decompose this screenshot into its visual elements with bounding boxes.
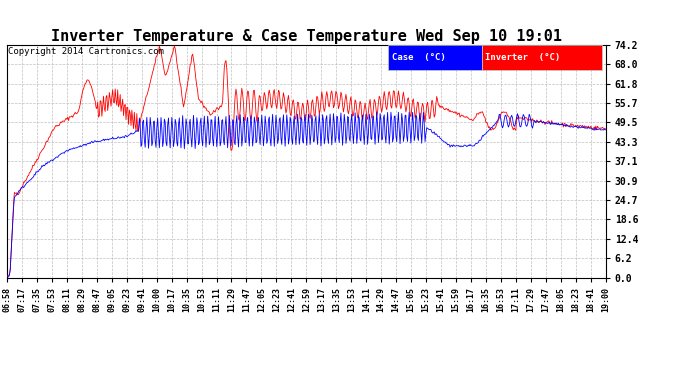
Title: Inverter Temperature & Case Temperature Wed Sep 10 19:01: Inverter Temperature & Case Temperature … (51, 29, 562, 44)
Text: Case  (°C): Case (°C) (392, 53, 446, 62)
Text: Inverter  (°C): Inverter (°C) (485, 53, 560, 62)
Text: Copyright 2014 Cartronics.com: Copyright 2014 Cartronics.com (8, 47, 164, 56)
